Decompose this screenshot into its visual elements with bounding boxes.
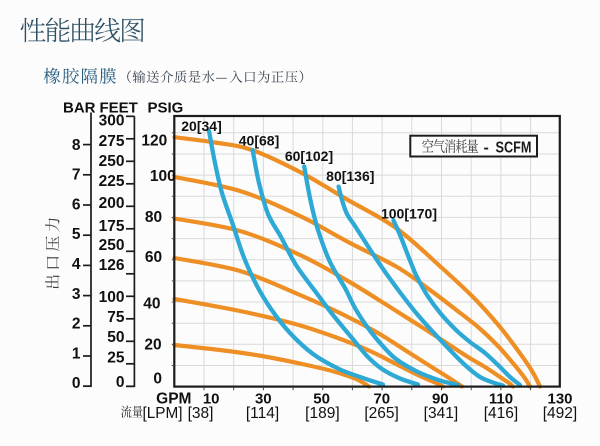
svg-text:[LPM]: [LPM] bbox=[143, 405, 183, 422]
svg-text:[265]: [265] bbox=[364, 405, 398, 422]
svg-text:80[136]: 80[136] bbox=[326, 168, 374, 184]
svg-text:6: 6 bbox=[72, 196, 81, 213]
svg-text:20: 20 bbox=[144, 337, 161, 354]
svg-text:0: 0 bbox=[116, 374, 125, 391]
svg-text:25: 25 bbox=[107, 349, 125, 366]
svg-text:2: 2 bbox=[72, 316, 81, 333]
svg-text:0: 0 bbox=[153, 371, 162, 388]
svg-text:275: 275 bbox=[99, 133, 125, 150]
svg-text:[114]: [114] bbox=[246, 405, 279, 422]
svg-text:[416]: [416] bbox=[484, 405, 518, 422]
svg-text:-: - bbox=[484, 139, 489, 156]
svg-text:GPM: GPM bbox=[156, 391, 191, 408]
svg-text:75: 75 bbox=[107, 309, 125, 326]
svg-text:[38]: [38] bbox=[188, 405, 214, 422]
svg-text:7: 7 bbox=[72, 167, 81, 184]
svg-text:250: 250 bbox=[99, 237, 125, 254]
svg-text:50: 50 bbox=[107, 329, 124, 346]
svg-text:300: 300 bbox=[99, 112, 125, 129]
svg-text:130: 130 bbox=[547, 391, 572, 408]
svg-text:225: 225 bbox=[99, 173, 125, 190]
svg-text:70: 70 bbox=[373, 391, 390, 408]
svg-text:10: 10 bbox=[203, 391, 220, 408]
svg-text:250: 250 bbox=[99, 153, 125, 170]
svg-text:PSIG: PSIG bbox=[148, 100, 184, 117]
svg-text:[492]: [492] bbox=[543, 405, 577, 422]
svg-text:8: 8 bbox=[72, 137, 81, 154]
svg-text:175: 175 bbox=[99, 218, 125, 235]
svg-text:20[34]: 20[34] bbox=[181, 118, 221, 134]
svg-text:[341]: [341] bbox=[424, 405, 458, 422]
svg-text:3: 3 bbox=[72, 286, 81, 303]
svg-text:200: 200 bbox=[99, 195, 125, 212]
svg-text:80: 80 bbox=[145, 209, 162, 226]
svg-text:FEET: FEET bbox=[100, 100, 138, 117]
svg-text:SCFM: SCFM bbox=[496, 139, 532, 156]
svg-text:100[170]: 100[170] bbox=[381, 206, 437, 222]
svg-text:50: 50 bbox=[313, 391, 330, 408]
svg-text:120: 120 bbox=[141, 132, 167, 149]
svg-text:100: 100 bbox=[150, 168, 176, 185]
svg-text:110: 110 bbox=[489, 391, 513, 408]
svg-text:0: 0 bbox=[72, 375, 81, 392]
svg-text:126: 126 bbox=[99, 257, 125, 274]
svg-text:100: 100 bbox=[99, 289, 125, 306]
svg-text:1: 1 bbox=[72, 345, 81, 362]
svg-text:[189]: [189] bbox=[305, 405, 339, 422]
svg-text:40[68]: 40[68] bbox=[239, 133, 279, 149]
svg-text:90: 90 bbox=[432, 391, 449, 408]
svg-text:5: 5 bbox=[72, 226, 81, 243]
svg-text:BAR: BAR bbox=[63, 100, 96, 117]
svg-text:40: 40 bbox=[143, 296, 160, 313]
svg-text:4: 4 bbox=[72, 256, 81, 273]
svg-text:60[102]: 60[102] bbox=[285, 148, 333, 164]
svg-text:30: 30 bbox=[255, 391, 272, 408]
svg-text:60: 60 bbox=[145, 249, 162, 266]
